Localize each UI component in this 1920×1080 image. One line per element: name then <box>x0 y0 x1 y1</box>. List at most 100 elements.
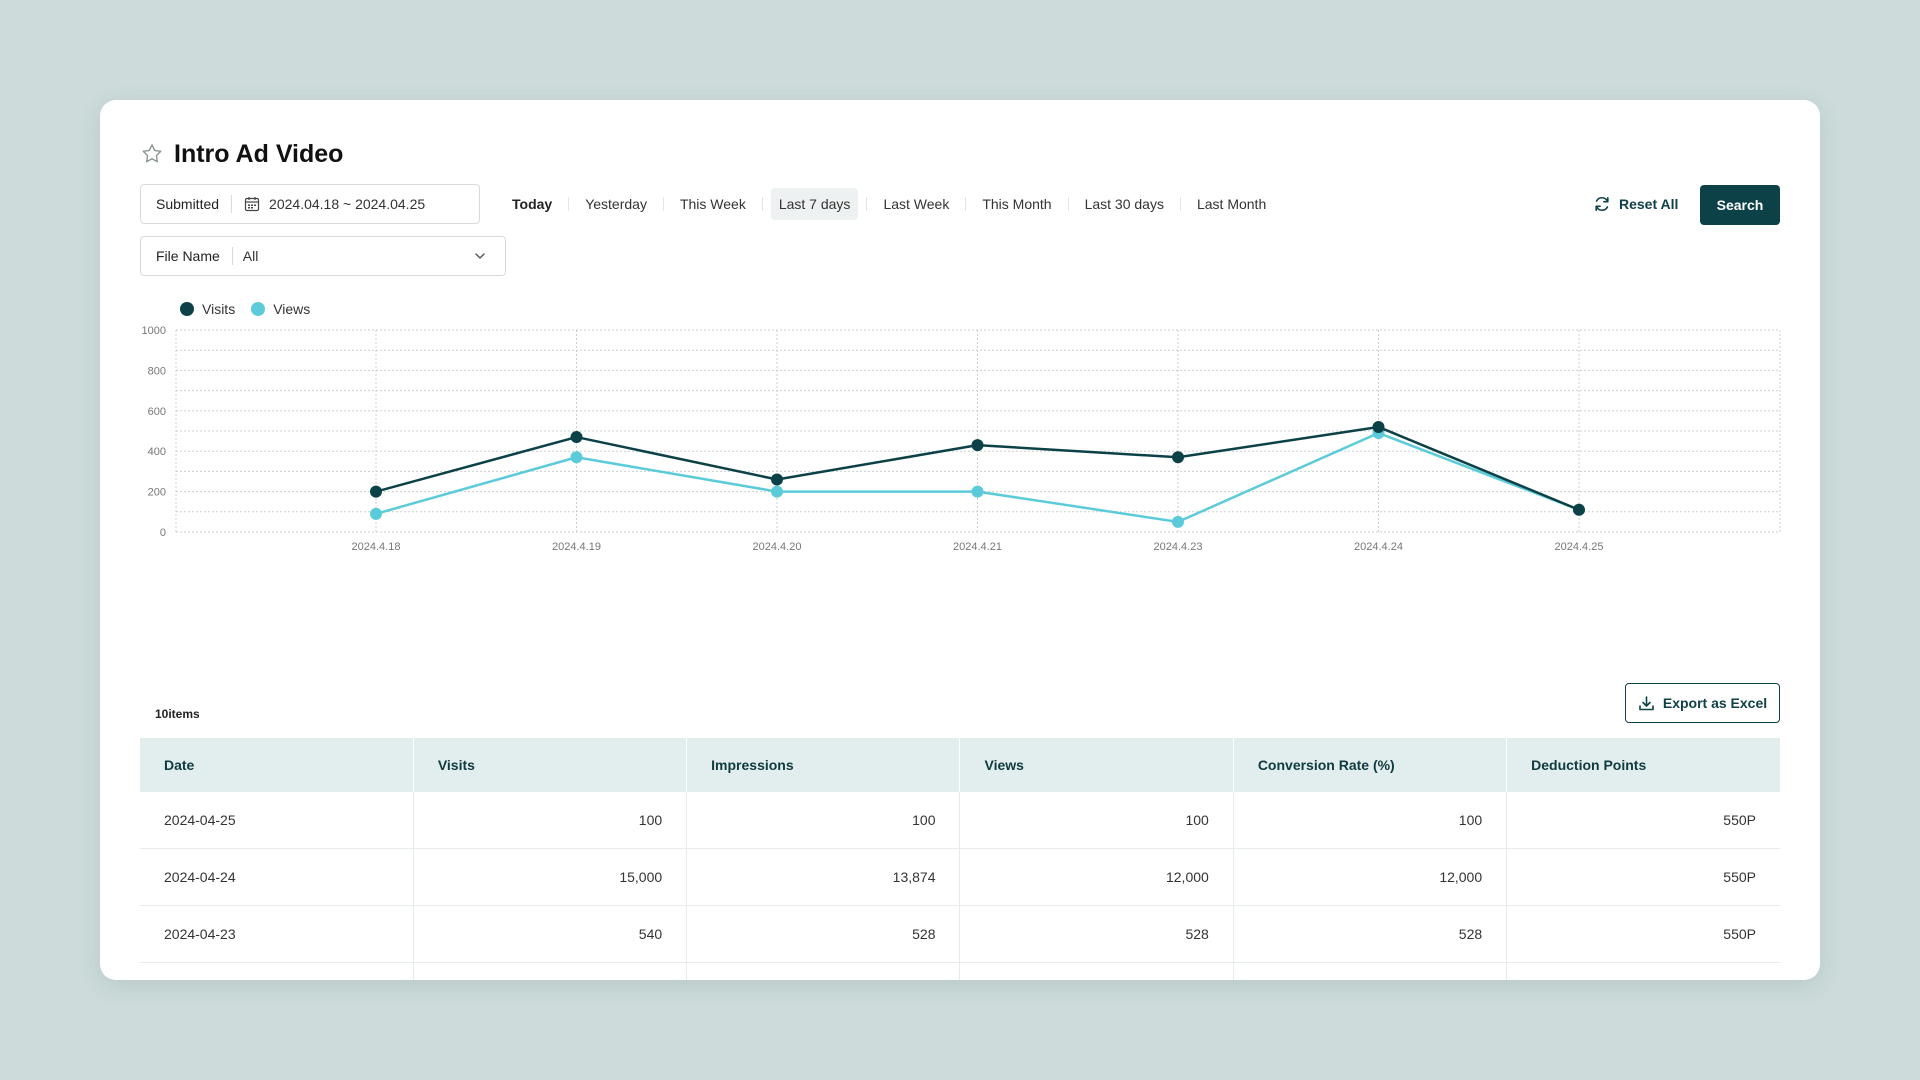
legend-label-visits: Visits <box>202 301 236 317</box>
column-header-visits[interactable]: Visits <box>413 738 688 792</box>
range-divider <box>1179 197 1181 211</box>
x-tick-label: 2024.4.21 <box>953 541 1002 553</box>
data-point-visits <box>1172 451 1184 464</box>
cell-conversion-rate <box>1233 962 1508 980</box>
reset-all-button[interactable]: Reset All <box>1593 188 1678 220</box>
legend-dot-views <box>251 302 266 316</box>
legend-dot-visits <box>180 302 194 316</box>
y-tick-label: 1000 <box>142 325 166 337</box>
export-excel-label: Export as Excel <box>1662 695 1768 711</box>
y-tick-label: 800 <box>148 365 166 377</box>
table-row[interactable]: 2024-04-24 15,000 13,874 12,000 12,000 5… <box>140 848 1780 906</box>
x-tick-label: 2024.4.25 <box>1555 541 1604 553</box>
y-tick-label: 200 <box>148 487 166 499</box>
cell-impressions: 13,874 <box>686 848 961 906</box>
range-tab-this-month[interactable]: This Month <box>982 196 1052 212</box>
data-point-visits <box>570 431 583 444</box>
range-tab-this-week[interactable]: This Week <box>679 196 746 212</box>
x-tick-label: 2024.4.24 <box>1354 541 1403 553</box>
data-point-visits <box>771 473 783 486</box>
data-point-visits <box>370 485 382 498</box>
range-tab-yesterday[interactable]: Yesterday <box>585 196 647 212</box>
column-header-impressions[interactable]: Impressions <box>686 738 961 792</box>
cell-date: 2024-04-23 <box>140 905 414 963</box>
legend-item-views[interactable]: Views <box>251 301 310 317</box>
column-header-deduction-points[interactable]: Deduction Points <box>1506 738 1780 792</box>
x-tick-label: 2024.4.19 <box>552 541 601 553</box>
date-range-value: 2024.04.18 ~ 2024.04.25 <box>269 196 426 212</box>
range-tab-last-month[interactable]: Last Month <box>1196 196 1267 212</box>
export-excel-button[interactable]: Export as Excel <box>1625 683 1780 723</box>
cell-conversion-rate: 12,000 <box>1233 848 1508 906</box>
data-table: Date Visits Impressions Views Conversion… <box>140 738 1780 980</box>
cell-impressions <box>686 962 961 980</box>
items-count: 10items <box>155 707 200 721</box>
date-range-picker[interactable]: Submitted 2024.04.18 ~ 2024.04.25 <box>140 184 480 224</box>
x-tick-label: 2024.4.23 <box>1154 541 1203 553</box>
calendar-icon <box>244 197 260 212</box>
cell-deduction-points: 550P <box>1506 792 1780 849</box>
table-row[interactable]: 2024-04-25 100 100 100 100 550P <box>140 792 1780 849</box>
data-point-visits <box>971 439 984 452</box>
reset-all-label: Reset All <box>1619 196 1679 212</box>
file-name-value: All <box>242 248 259 264</box>
data-point-visits <box>1372 420 1385 433</box>
cell-impressions: 100 <box>686 792 961 849</box>
range-divider <box>568 197 570 211</box>
cell-visits: 100 <box>413 792 688 849</box>
cell-deduction-points <box>1506 962 1780 980</box>
range-divider <box>1067 197 1069 211</box>
cell-impressions: 528 <box>686 905 961 963</box>
cell-views: 528 <box>959 905 1234 963</box>
file-name-label: File Name <box>141 247 233 265</box>
data-point-views <box>771 485 783 498</box>
refresh-icon <box>1595 196 1609 212</box>
file-name-select[interactable]: File Name All <box>140 236 506 276</box>
range-divider <box>965 197 967 211</box>
cell-date: 2024-04-24 <box>140 848 414 906</box>
cell-deduction-points: 550P <box>1506 905 1780 963</box>
cell-deduction-points: 550P <box>1506 848 1780 906</box>
data-point-visits <box>1573 503 1585 516</box>
download-icon <box>1639 695 1654 710</box>
cell-date <box>140 962 414 980</box>
y-tick-label: 600 <box>148 406 166 418</box>
table-header-row: Date Visits Impressions Views Conversion… <box>140 738 1780 792</box>
legend-item-visits[interactable]: Visits <box>180 301 235 317</box>
cell-conversion-rate: 100 <box>1233 792 1508 849</box>
data-point-views <box>370 507 382 520</box>
data-point-views <box>570 451 583 464</box>
range-tab-last-7-days[interactable]: Last 7 days <box>770 188 859 220</box>
range-tab-last-week[interactable]: Last Week <box>883 196 950 212</box>
quick-range-tabs: Today Yesterday This Week Last 7 days La… <box>496 188 1282 220</box>
range-tab-today[interactable]: Today <box>512 196 553 212</box>
range-divider <box>866 197 868 211</box>
chevron-down-icon <box>475 253 485 259</box>
chart-legend: Visits Views <box>180 301 310 317</box>
table-row[interactable]: 2024-04-23 540 528 528 528 550P <box>140 905 1780 963</box>
column-header-conversion-rate[interactable]: Conversion Rate (%) <box>1233 738 1508 792</box>
range-tab-last-30-days[interactable]: Last 30 days <box>1084 196 1164 212</box>
line-chart: 0 200 400 600 800 1000 2024.4.18 2024.4.19 2024.… <box>142 325 1781 553</box>
table-row[interactable] <box>140 962 1780 980</box>
column-header-views[interactable]: Views <box>959 738 1234 792</box>
y-tick-label: 400 <box>148 446 166 458</box>
cell-visits: 540 <box>413 905 688 963</box>
data-point-views <box>971 485 984 498</box>
range-divider <box>662 197 664 211</box>
cell-views: 100 <box>959 792 1234 849</box>
search-button[interactable]: Search <box>1700 185 1780 225</box>
cell-views <box>959 962 1234 980</box>
title-row: Intro Ad Video <box>140 136 343 172</box>
x-tick-label: 2024.4.20 <box>753 541 802 553</box>
column-header-date[interactable]: Date <box>140 738 414 792</box>
report-card: Intro Ad Video Submitted 2024.04.18 ~ 20… <box>100 100 1820 980</box>
data-point-views <box>1172 515 1184 528</box>
date-filter-label: Submitted <box>141 195 233 213</box>
legend-label-views: Views <box>273 301 311 317</box>
star-icon[interactable] <box>140 142 164 166</box>
cell-views: 12,000 <box>959 848 1234 906</box>
cell-date: 2024-04-25 <box>140 792 414 849</box>
page-title: Intro Ad Video <box>174 139 344 168</box>
range-divider <box>761 197 763 211</box>
